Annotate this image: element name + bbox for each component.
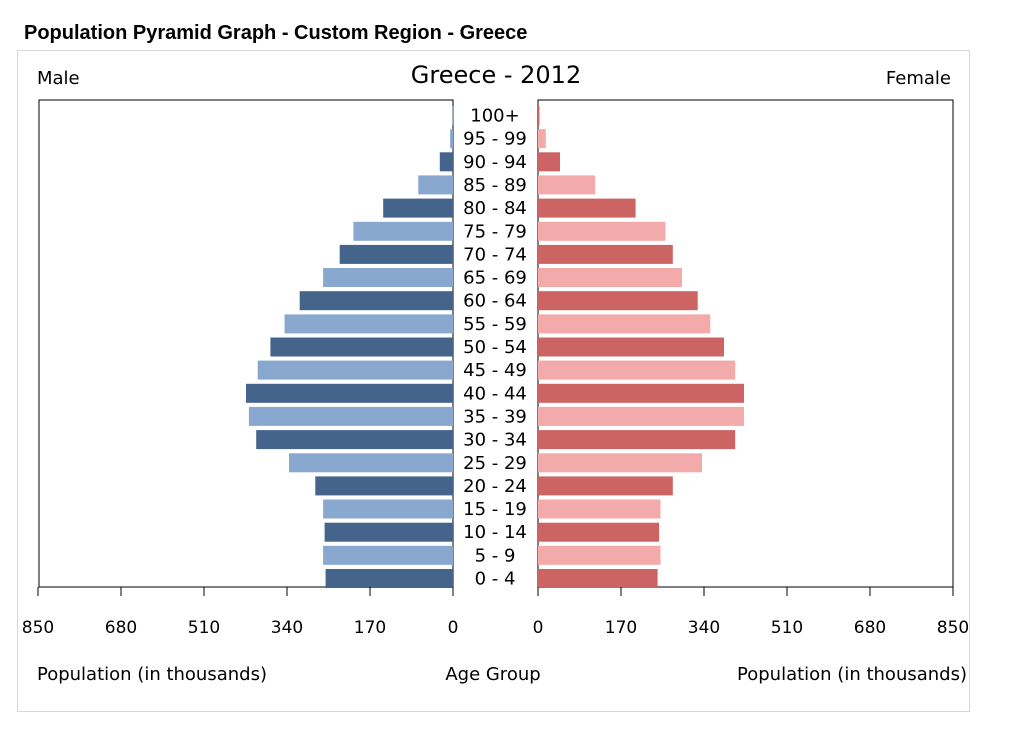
female-axis-tick-label: 0 (533, 618, 544, 638)
male-bar (323, 545, 453, 565)
age-group-label: 45 - 49 (463, 360, 527, 381)
female-bar (538, 314, 711, 334)
male-bar (325, 569, 453, 588)
male-axis: 850 680 510 340 170 0 (22, 587, 459, 638)
female-bar (538, 221, 666, 241)
female-bars (538, 106, 744, 588)
page-title: Population Pyramid Graph - Custom Region… (24, 22, 528, 44)
female-bar (538, 522, 660, 542)
male-bar (450, 129, 453, 149)
male-bar (257, 360, 453, 380)
female-bar (538, 383, 744, 403)
female-axis-tick-label: 510 (771, 618, 803, 638)
male-bar (439, 152, 453, 172)
age-group-label: 5 - 9 (475, 545, 516, 566)
female-bar (538, 175, 596, 195)
male-axis-tick-label: 510 (188, 618, 220, 638)
female-bar (538, 499, 661, 519)
age-group-label: 85 - 89 (463, 175, 527, 196)
male-axis-tick-label: 170 (354, 618, 386, 638)
male-bar (289, 453, 453, 473)
male-bar (256, 430, 453, 450)
female-bar (538, 291, 698, 311)
female-bar (538, 545, 661, 565)
age-group-label: 60 - 64 (463, 291, 527, 312)
male-bar (284, 314, 453, 334)
female-bar (538, 569, 658, 588)
age-group-label: 25 - 29 (463, 453, 527, 474)
chart-title: Greece - 2012 (411, 61, 581, 89)
female-bar (538, 430, 736, 450)
age-group-label: 65 - 69 (463, 268, 527, 289)
female-bar (538, 152, 560, 172)
female-bar (538, 406, 744, 426)
female-axis-tick-label: 170 (605, 618, 637, 638)
age-group-label: 0 - 4 (475, 569, 516, 590)
female-axis-tick-label: 850 (937, 618, 969, 638)
male-axis-tick-label: 680 (105, 618, 137, 638)
age-group-axis-title: Age Group (445, 664, 540, 685)
chart-panel: Greece - 2012 Male Female 100+ 95 - 99 90 … (17, 50, 970, 712)
male-bars (246, 106, 454, 588)
female-bar (538, 244, 673, 264)
female-bar (538, 106, 540, 125)
female-bar (538, 129, 546, 149)
male-bar (323, 499, 453, 519)
female-bar (538, 476, 673, 496)
male-bar (339, 244, 453, 264)
male-bar (353, 221, 453, 241)
population-pyramid-chart: Greece - 2012 Male Female 100+95 - 9990 … (22, 61, 969, 685)
female-bar (538, 360, 736, 380)
age-group-label: 10 - 14 (463, 522, 527, 543)
male-axis-tick-label: 850 (22, 618, 54, 638)
female-label: Female (886, 68, 951, 89)
male-bar (418, 175, 453, 195)
female-axis: 0 170 340 510 680 850 (533, 587, 969, 638)
male-bar (323, 268, 453, 287)
female-axis-tick-label: 680 (854, 618, 886, 638)
female-bar (538, 198, 636, 218)
male-bar (452, 106, 454, 125)
age-group-label: 100+ (470, 106, 519, 127)
age-group-label: 15 - 19 (463, 499, 527, 520)
age-group-label: 90 - 94 (463, 152, 527, 173)
female-axis-tick-label: 340 (688, 618, 720, 638)
female-bar (538, 268, 682, 287)
male-axis-tick-label: 0 (448, 618, 459, 638)
male-bar (246, 383, 453, 403)
male-axis-tick-label: 340 (271, 618, 303, 638)
age-group-label: 95 - 99 (463, 129, 527, 150)
female-bar (538, 337, 724, 357)
age-group-label: 30 - 34 (463, 430, 527, 451)
male-bar (315, 476, 453, 496)
male-bar (324, 522, 453, 542)
age-group-label: 20 - 24 (463, 476, 527, 497)
male-bar (299, 291, 453, 311)
age-group-label: 35 - 39 (463, 406, 527, 427)
age-group-label: 75 - 79 (463, 221, 527, 242)
male-label: Male (37, 68, 80, 89)
male-bar (248, 406, 453, 426)
age-group-label: 80 - 84 (463, 198, 527, 219)
male-axis-title: Population (in thousands) (37, 664, 267, 685)
male-bar (383, 198, 453, 218)
female-axis-title: Population (in thousands) (737, 664, 967, 685)
male-bar (270, 337, 453, 357)
female-bar (538, 453, 702, 473)
age-group-label: 40 - 44 (463, 383, 527, 404)
age-group-label: 55 - 59 (463, 314, 527, 335)
age-group-label: 70 - 74 (463, 244, 527, 265)
age-group-label: 50 - 54 (463, 337, 527, 358)
